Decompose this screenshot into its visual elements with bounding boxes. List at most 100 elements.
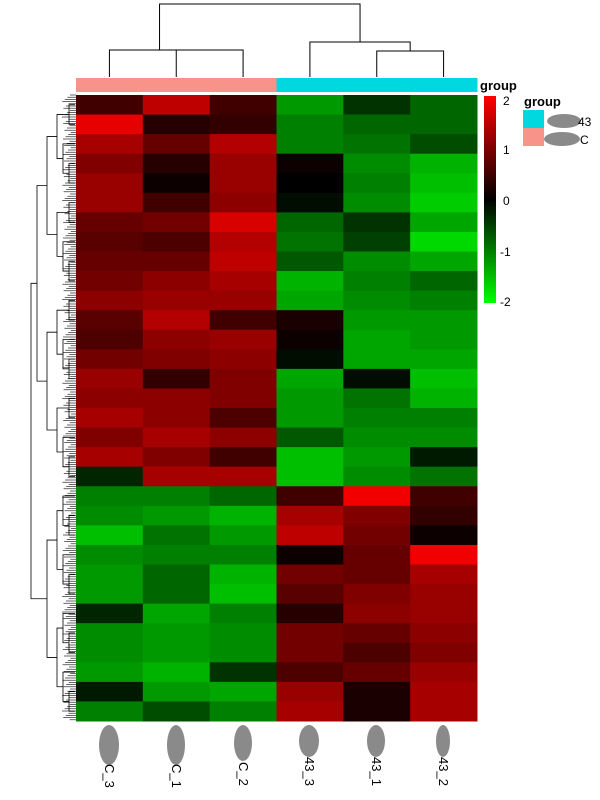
heatmap-cell [343, 192, 411, 213]
heatmap-cell [142, 564, 211, 585]
heatmap-cell [209, 642, 277, 663]
heatmap-cell [343, 447, 411, 468]
heatmap-cell [343, 505, 411, 526]
heatmap-cell [142, 231, 211, 252]
heatmap-cell [209, 212, 277, 233]
heatmap-cell [142, 368, 211, 389]
dendrogram-branch [36, 185, 47, 382]
legend-label-c: C [580, 133, 589, 147]
heatmap-cell [76, 388, 144, 409]
heatmap-cell [76, 290, 144, 311]
heatmap-cell [276, 544, 344, 565]
heatmap-cell [410, 544, 478, 565]
heatmap-cell [343, 212, 411, 233]
heatmap-cell [410, 447, 478, 468]
heatmap-cell [276, 134, 344, 155]
heatmap-cell [276, 408, 344, 429]
heatmap-cell [410, 290, 478, 311]
heatmap-cell [343, 525, 411, 546]
dendrogram-branch [56, 627, 63, 688]
heatmap-cell [142, 349, 211, 370]
heatmap-cell [209, 95, 277, 116]
heatmap-cell [276, 310, 344, 331]
heatmap-cell [276, 681, 344, 702]
dendrogram-branch [309, 41, 411, 77]
heatmap-cell [209, 251, 277, 272]
heatmap-cell [343, 95, 411, 116]
heatmap-cell [142, 544, 211, 565]
heatmap-cell [76, 212, 144, 233]
heatmap-cell [343, 564, 411, 585]
column-label: 43_3 [299, 725, 319, 786]
heatmap-cell [276, 173, 344, 194]
dendrogram-branch [68, 691, 75, 712]
legend-label-43: 43 [578, 115, 592, 129]
heatmap-cell [276, 95, 344, 116]
heatmap-cell [142, 427, 211, 448]
heatmap-cell [276, 231, 344, 252]
heatmap-cell [410, 153, 478, 174]
heatmap-cell [209, 564, 277, 585]
heatmap-cell [343, 427, 411, 448]
heatmap-cell [209, 584, 277, 605]
heatmap-cell [76, 505, 144, 526]
redaction-blob [367, 725, 385, 757]
heatmap-cell [410, 134, 478, 155]
heatmap-cell [343, 466, 411, 487]
heatmap-cell [209, 329, 277, 350]
heatmap-cell [76, 447, 144, 468]
heatmap-cell [410, 681, 478, 702]
heatmap-cell [343, 173, 411, 194]
legend-swatch-c [523, 128, 544, 146]
heatmap-cell [209, 427, 277, 448]
redaction-blob [547, 114, 581, 128]
column-label: C_2 [234, 725, 252, 786]
heatmap-cell [209, 153, 277, 174]
column-label-text: 43_2 [436, 757, 451, 786]
heatmap-cell [343, 584, 411, 605]
heatmap-cell [209, 681, 277, 702]
heatmap-cell [276, 642, 344, 663]
heatmap-cell [142, 584, 211, 605]
heatmap-cell [142, 114, 211, 135]
heatmap-cell [76, 192, 144, 213]
heatmap-cell [410, 427, 478, 448]
heatmap-cell [76, 466, 144, 487]
heatmap-cell [209, 349, 277, 370]
heatmap-cell [343, 701, 411, 722]
column-label-text: C_1 [169, 764, 184, 788]
column-labels: C_3 C_1 C_2 43_3 43_1 43_2 [99, 725, 451, 788]
heatmap-cell [76, 701, 144, 722]
heatmap-cell [410, 114, 478, 135]
heatmap-cell [276, 427, 344, 448]
dendrogram-branch [108, 49, 210, 77]
heatmap-cell [343, 114, 411, 135]
heatmap-cell [142, 329, 211, 350]
heatmap-cell [410, 584, 478, 605]
heatmap-cell [410, 271, 478, 292]
heatmap-cell [209, 525, 277, 546]
heatmap-cell [209, 505, 277, 526]
redaction-blob [436, 725, 450, 757]
heatmap-cell [276, 662, 344, 683]
heatmap-cell [142, 134, 211, 155]
heatmap-cell [276, 584, 344, 605]
heatmap-cell [276, 114, 344, 135]
heatmap-cell [276, 701, 344, 722]
heatmap-cell [410, 95, 478, 116]
redaction-blob [167, 725, 185, 765]
heatmap-cell [343, 642, 411, 663]
row-dendrogram [30, 94, 76, 721]
dendrogram-branch [175, 49, 244, 77]
heatmap-cell [209, 368, 277, 389]
annotation-title: group [480, 78, 517, 93]
column-label-text: 43_3 [302, 757, 317, 786]
redaction-blob [234, 725, 252, 761]
heatmap-cell [410, 466, 478, 487]
heatmap-cell [410, 603, 478, 624]
dendrogram-branch [46, 539, 57, 658]
heatmap-cell [276, 603, 344, 624]
heatmap-cell [76, 310, 144, 331]
redaction-blob [299, 725, 319, 757]
heatmap-cell [343, 603, 411, 624]
